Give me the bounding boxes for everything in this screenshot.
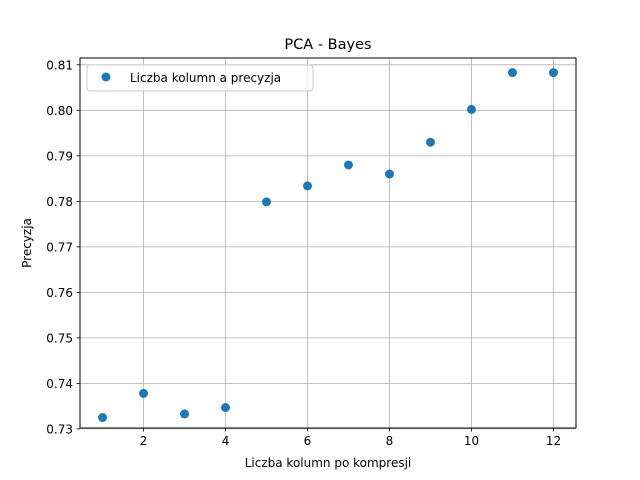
y-axis-ticks: 0.73 0.74 0.75 0.76 0.77 0.78 0.79 0.80 0.81 (46, 58, 80, 436)
scatter-point (180, 409, 190, 419)
x-axis-ticks: 2 4 6 8 10 12 (140, 428, 561, 448)
legend-marker (101, 72, 111, 82)
scatter-point (548, 68, 558, 78)
x-tick-label: 12 (546, 434, 561, 448)
scatter-point (98, 413, 108, 423)
y-tick-label: 0.76 (46, 286, 73, 300)
chart-title: PCA - Bayes (284, 37, 371, 53)
x-tick-label: 4 (222, 434, 230, 448)
y-tick-label: 0.77 (46, 240, 73, 254)
legend-box (86, 64, 314, 92)
x-tick-label: 6 (304, 434, 312, 448)
scatter-point (507, 68, 517, 78)
data-points (98, 68, 558, 423)
y-tick-label: 0.78 (46, 195, 73, 209)
y-tick-label: 0.73 (46, 422, 73, 436)
scatter-point (466, 104, 476, 114)
y-tick-label: 0.81 (46, 58, 73, 72)
scatter-point (384, 169, 394, 179)
y-axis-label: Precyzja (20, 218, 34, 268)
legend: Liczba kolumn a precyzja (86, 64, 314, 92)
x-tick-label: 10 (464, 434, 479, 448)
x-axis-label: Liczba kolumn po kompresji (245, 456, 412, 470)
y-tick-label: 0.75 (46, 331, 73, 345)
y-tick-label: 0.79 (46, 149, 73, 163)
grid-lines (80, 58, 576, 430)
y-tick-label: 0.74 (46, 377, 73, 391)
x-tick-label: 2 (140, 434, 148, 448)
legend-label: Liczba kolumn a precyzja (130, 71, 281, 85)
y-tick-label: 0.80 (46, 104, 73, 118)
scatter-point (139, 388, 149, 398)
scatter-point (221, 403, 231, 413)
x-tick-label: 8 (386, 434, 394, 448)
scatter-point (262, 197, 272, 207)
scatter-point (343, 160, 353, 170)
scatter-point (303, 181, 313, 191)
plot-area-frame (79, 57, 577, 429)
scatter-point (425, 137, 435, 147)
